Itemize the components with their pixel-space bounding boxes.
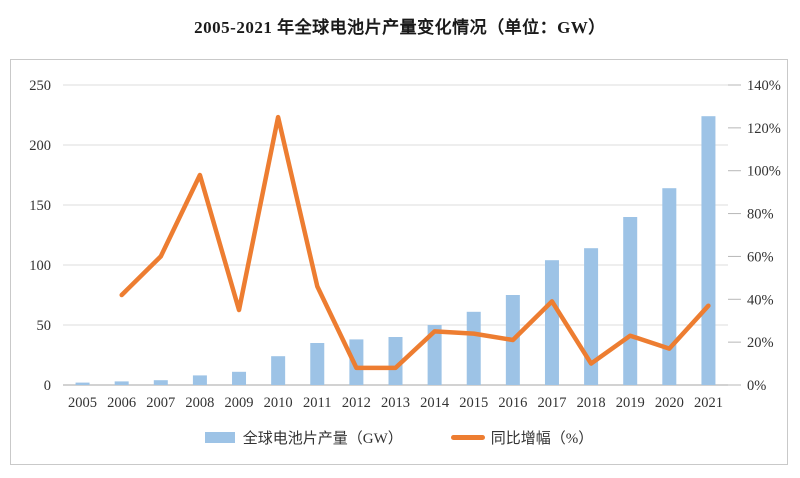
right-axis-label-120%: 120% <box>747 121 781 137</box>
x-axis-label-2020: 2020 <box>655 395 684 411</box>
x-axis-label-2011: 2011 <box>303 395 331 411</box>
right-axis-label-80%: 80% <box>747 207 774 223</box>
bar-2006 <box>114 381 129 385</box>
right-axis-label-20%: 20% <box>747 335 774 351</box>
bar-2011 <box>310 343 325 385</box>
bar-2007 <box>153 380 168 385</box>
x-axis-label-2019: 2019 <box>616 395 645 411</box>
bar-2012 <box>349 339 364 385</box>
x-axis-label-2009: 2009 <box>225 395 254 411</box>
bar-2010 <box>271 356 286 385</box>
right-axis-label-60%: 60% <box>747 249 774 265</box>
legend-item-production: 全球电池片产量（GW） <box>204 427 403 448</box>
bar-2018 <box>584 248 599 385</box>
growth-line <box>119 114 711 371</box>
x-axis-label-2010: 2010 <box>264 395 293 411</box>
legend-label-production: 全球电池片产量（GW） <box>242 431 403 447</box>
chart-title: 2005-2021 年全球电池片产量变化情况（单位：GW） <box>194 18 606 37</box>
right-axis-label-0%: 0% <box>747 378 766 394</box>
bar-series-swatch-icon <box>204 432 235 443</box>
x-axis-label-2017: 2017 <box>537 395 566 411</box>
bar-2008 <box>192 375 207 385</box>
bar-2021 <box>701 116 716 385</box>
chart-canvas: 0 50 100 150 200 250 0% 20% 40% 60% 80% 100% 120% 140… <box>29 78 781 411</box>
bar-2005 <box>75 382 90 385</box>
x-axis-label-2018: 2018 <box>577 395 606 411</box>
x-axis-label-2021: 2021 <box>694 395 723 411</box>
left-axis-label-100: 100 <box>29 258 51 274</box>
right-axis-label-140%: 140% <box>747 78 781 94</box>
left-axis-label-250: 250 <box>29 78 51 94</box>
legend-item-growth: 同比增幅（%） <box>450 427 594 448</box>
x-axis-label-2016: 2016 <box>498 395 527 411</box>
x-axis-label-2014: 2014 <box>420 395 450 411</box>
x-axis-label-2012: 2012 <box>342 395 371 411</box>
x-axis-label-2006: 2006 <box>107 395 136 411</box>
bar-2013 <box>388 337 403 385</box>
x-axis-label-2008: 2008 <box>185 395 214 411</box>
right-axis-label-40%: 40% <box>747 292 774 308</box>
line-series-swatch-icon <box>450 435 485 440</box>
left-axis-label-150: 150 <box>29 198 51 214</box>
x-axis-label-2015: 2015 <box>459 395 488 411</box>
bar-2015 <box>466 311 481 385</box>
left-axis-label-50: 50 <box>37 318 52 334</box>
bar-2014 <box>427 325 442 385</box>
legend-label-growth: 同比增幅（%） <box>490 431 594 447</box>
left-axis-label-0: 0 <box>44 378 51 394</box>
chart-frame: 0 50 100 150 200 250 0% 20% 40% 60% 80% 100% 120% 140… <box>10 59 788 465</box>
chart-legend: 全球电池片产量（GW） 同比增幅（%） <box>11 427 787 448</box>
bar-2009 <box>232 371 247 385</box>
right-axis-label-100%: 100% <box>747 164 781 180</box>
x-axis-label-2007: 2007 <box>146 395 175 411</box>
x-axis-label-2013: 2013 <box>381 395 410 411</box>
bar-2017 <box>544 260 559 385</box>
bar-2020 <box>662 188 677 385</box>
bar-2019 <box>623 217 638 385</box>
left-axis-label-200: 200 <box>29 138 51 154</box>
x-axis-label-2005: 2005 <box>68 395 97 411</box>
